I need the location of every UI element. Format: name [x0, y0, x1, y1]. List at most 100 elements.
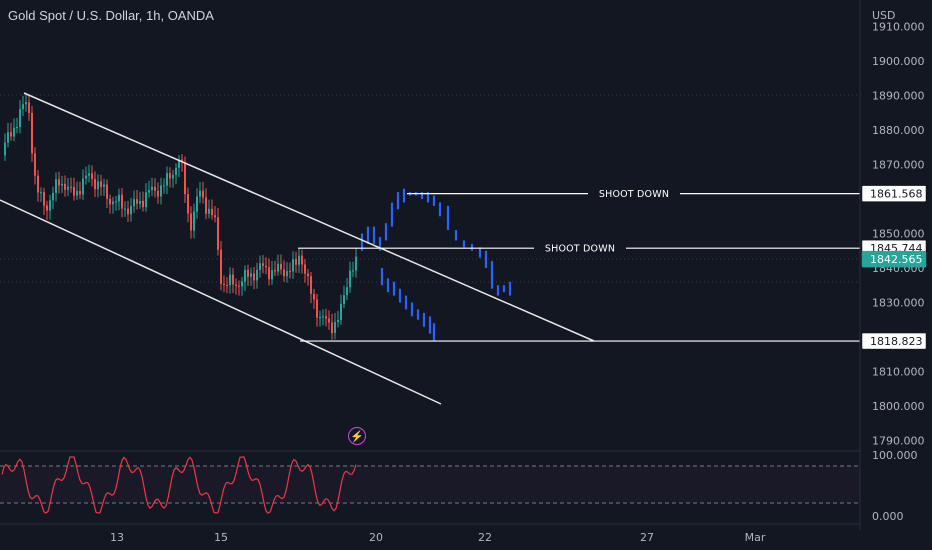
candle-body — [19, 109, 21, 128]
price-tick-label: 1800.000 — [872, 400, 925, 413]
candle-body — [259, 263, 261, 270]
candle-body — [202, 190, 204, 198]
candle-body — [109, 198, 111, 205]
candle-body — [163, 185, 165, 187]
candle-body — [88, 173, 90, 176]
candle-body — [211, 208, 213, 216]
candle-body — [226, 285, 228, 287]
candle-body — [199, 190, 201, 197]
candle-body — [61, 183, 63, 186]
candle-body — [229, 274, 231, 286]
candle-body — [73, 186, 75, 196]
candle-body — [328, 318, 330, 323]
candle-body — [346, 287, 348, 296]
candle-body — [148, 189, 150, 193]
candle-body — [316, 299, 318, 318]
price-tick-label: 1850.000 — [872, 228, 925, 241]
candle-body — [94, 179, 96, 190]
candle-body — [124, 208, 126, 210]
candle-body — [151, 186, 153, 190]
candle-body — [175, 167, 177, 175]
candle-body — [193, 211, 195, 231]
channel-lower-line — [0, 199, 442, 405]
candle-body — [64, 183, 66, 190]
oscillator-band — [0, 466, 860, 503]
candle-body — [277, 263, 279, 272]
candle-body — [214, 215, 216, 218]
time-tick-label: 20 — [369, 531, 383, 544]
candle-body — [304, 264, 306, 274]
candle-body — [196, 196, 198, 212]
lightning-bolt-icon[interactable]: ⚡ — [348, 427, 366, 445]
candle-body — [25, 102, 27, 105]
candle-body — [37, 175, 39, 193]
candle-body — [289, 270, 291, 272]
price-tick-label: 1880.000 — [872, 124, 925, 137]
candle-body — [85, 175, 87, 179]
candle-body — [58, 179, 60, 186]
time-axis[interactable]: 13 15 20 22 27 Mar — [0, 523, 860, 544]
projection-bars — [360, 188, 512, 341]
candle-body — [136, 199, 138, 204]
candle-body — [331, 322, 333, 334]
candle-body — [103, 184, 105, 187]
candle-body — [355, 256, 357, 271]
candle-body — [253, 273, 255, 281]
candle-body — [349, 270, 351, 288]
candle-body — [34, 153, 36, 176]
price-tick-label: 1910.000 — [872, 21, 925, 34]
candle-body — [178, 159, 180, 168]
oscillator-line — [1, 456, 357, 514]
candle-body — [313, 293, 315, 300]
candle-body — [121, 194, 123, 209]
candle-body — [190, 213, 192, 231]
candle-body — [55, 179, 57, 193]
candle-body — [184, 162, 186, 195]
time-tick-label: 27 — [640, 531, 654, 544]
candle-body — [28, 102, 30, 113]
shoot-down-label: SHOOT DOWN — [599, 189, 669, 200]
drawings[interactable]: SHOOT DOWN SHOOT DOWN — [0, 92, 860, 405]
candlestick-series — [4, 94, 357, 340]
candle-body — [298, 255, 300, 265]
price-axis[interactable]: USD 1910.000 1900.000 1890.000 1880.000 1870… — [859, 0, 925, 530]
oscillator-tick-label: 0.000 — [872, 510, 904, 523]
candle-body — [31, 112, 33, 154]
candle-body — [106, 184, 108, 199]
candle-body — [145, 192, 147, 208]
candle-body — [142, 200, 144, 208]
candle-body — [40, 192, 42, 194]
time-tick-label: 15 — [214, 531, 228, 544]
candle-body — [337, 319, 339, 322]
candle-body — [43, 192, 45, 206]
price-tick-label: 1790.000 — [872, 435, 925, 448]
candle-body — [319, 317, 321, 319]
candle-body — [46, 205, 48, 211]
candle-body — [133, 199, 135, 207]
candle-body — [13, 127, 15, 137]
candle-body — [262, 263, 264, 266]
candle-body — [97, 181, 99, 190]
candle-body — [271, 270, 273, 280]
candle-body — [166, 173, 168, 186]
candle-body — [343, 295, 345, 304]
candle-body — [91, 173, 93, 180]
candle-body — [247, 269, 249, 277]
candle-body — [112, 201, 114, 205]
candle-body — [244, 269, 246, 282]
candle-body — [127, 208, 129, 215]
candle-body — [187, 194, 189, 214]
candle-body — [274, 270, 276, 272]
candle-body — [115, 201, 117, 203]
shoot-down-label: SHOOT DOWN — [545, 244, 615, 255]
candle-body — [160, 185, 162, 197]
candle-body — [16, 127, 18, 129]
currency-label: USD — [872, 9, 896, 22]
candle-body — [250, 273, 252, 277]
price-tag-label: 1818.823 — [870, 335, 923, 348]
oscillator-tick-label: 100.000 — [872, 449, 918, 462]
candle-body — [157, 190, 159, 197]
candle-body — [256, 269, 258, 281]
